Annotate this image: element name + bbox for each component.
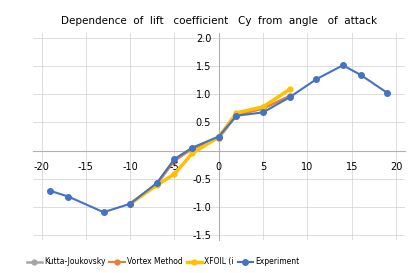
- Vortex Method: [190, 147, 195, 150]
- Experiment: [340, 64, 345, 67]
- Experiment: [48, 189, 53, 192]
- Title: Dependence  of  lift   coefficient   Cy  from  angle   of  attack: Dependence of lift coefficient Cy from a…: [61, 16, 377, 26]
- XFOIL (i: [190, 152, 195, 155]
- XFOIL (i: [216, 135, 221, 139]
- Vortex Method: [261, 107, 265, 110]
- Text: 5: 5: [260, 162, 266, 172]
- Line: Kutta-Joukovsky: Kutta-Joukovsky: [128, 94, 292, 206]
- Line: Experiment: Experiment: [48, 63, 390, 215]
- Text: -15: -15: [78, 162, 94, 172]
- Experiment: [261, 111, 265, 114]
- XFOIL (i: [287, 88, 292, 91]
- Kutta-Joukovsky: [190, 147, 195, 150]
- Text: 20: 20: [390, 162, 402, 172]
- Experiment: [172, 157, 177, 161]
- Kutta-Joukovsky: [287, 94, 292, 98]
- Experiment: [190, 146, 195, 149]
- Text: 15: 15: [346, 162, 358, 172]
- Kutta-Joukovsky: [234, 114, 239, 117]
- Line: Vortex Method: Vortex Method: [128, 94, 292, 206]
- Vortex Method: [216, 136, 221, 140]
- Experiment: [287, 96, 292, 99]
- XFOIL (i: [172, 173, 177, 176]
- Experiment: [66, 195, 71, 198]
- XFOIL (i: [154, 184, 159, 187]
- Text: 0: 0: [216, 162, 222, 172]
- Vortex Method: [172, 159, 177, 162]
- Kutta-Joukovsky: [216, 136, 221, 140]
- Text: -20: -20: [34, 162, 49, 172]
- Kutta-Joukovsky: [172, 159, 177, 162]
- Experiment: [358, 73, 363, 76]
- Vortex Method: [128, 202, 133, 205]
- Experiment: [128, 202, 133, 205]
- Vortex Method: [234, 114, 239, 117]
- Text: -5: -5: [170, 162, 180, 172]
- Text: 10: 10: [301, 162, 313, 172]
- XFOIL (i: [261, 105, 265, 108]
- Experiment: [314, 78, 319, 81]
- Kutta-Joukovsky: [128, 202, 133, 205]
- Vortex Method: [287, 94, 292, 98]
- Experiment: [154, 181, 159, 185]
- Legend: Kutta-Joukovsky, Vortex Method, XFOIL (i, Experiment: Kutta-Joukovsky, Vortex Method, XFOIL (i…: [23, 254, 302, 269]
- Experiment: [216, 135, 221, 138]
- XFOIL (i: [234, 111, 239, 115]
- Line: XFOIL (i: XFOIL (i: [128, 87, 292, 206]
- Kutta-Joukovsky: [154, 183, 159, 186]
- Experiment: [384, 91, 389, 94]
- XFOIL (i: [128, 202, 133, 205]
- Vortex Method: [154, 183, 159, 186]
- Kutta-Joukovsky: [261, 107, 265, 110]
- Experiment: [234, 114, 239, 117]
- Experiment: [101, 210, 106, 214]
- Text: -10: -10: [122, 162, 138, 172]
